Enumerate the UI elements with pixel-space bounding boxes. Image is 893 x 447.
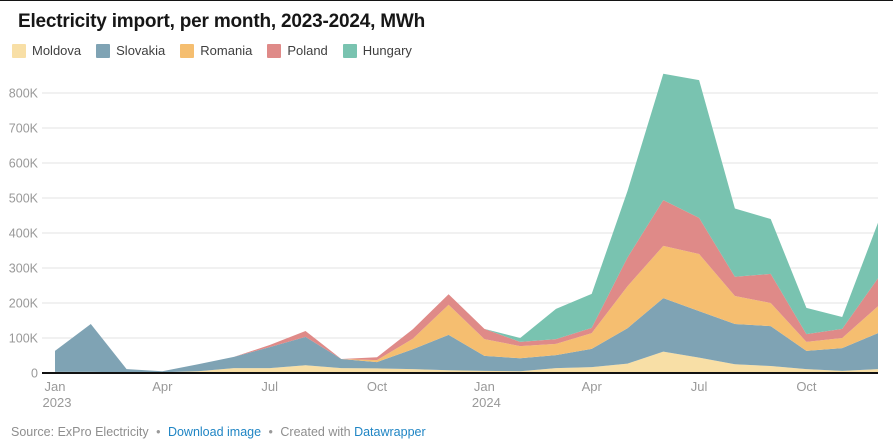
- area-moldova: [55, 351, 878, 373]
- x-tick-label: Oct: [796, 379, 817, 394]
- area-romania: [55, 245, 878, 372]
- download-image-link[interactable]: Download image: [167, 425, 262, 439]
- y-tick-label: 500K: [9, 192, 39, 206]
- y-tick-label: 100K: [9, 332, 39, 346]
- legend-label: Poland: [287, 43, 328, 58]
- source-label: Source:: [11, 425, 55, 439]
- legend: Moldova Slovakia Romania Poland Hungary: [12, 43, 893, 58]
- y-tick-label: 200K: [9, 297, 39, 311]
- separator-dot: •: [268, 425, 273, 439]
- source-name: ExPro Electricity: [57, 425, 149, 439]
- footer: Source: ExPro Electricity • Download ima…: [11, 425, 426, 439]
- legend-label: Moldova: [32, 43, 82, 58]
- legend-item-moldova: Moldova: [12, 43, 81, 58]
- legend-swatch-icon: [180, 43, 195, 58]
- x-tick-label: Apr: [582, 379, 603, 394]
- created-with-label: Created with: [280, 425, 351, 439]
- x-tick-label: Jul: [261, 379, 278, 394]
- legend-swatch-icon: [96, 43, 111, 58]
- x-tick-label: Jul: [691, 379, 708, 394]
- legend-label: Hungary: [362, 43, 412, 58]
- legend-item-poland: Poland: [267, 43, 328, 58]
- y-tick-label: 400K: [9, 227, 39, 241]
- page-title: Electricity import, per month, 2023-2024…: [18, 11, 425, 32]
- y-tick-label: 300K: [9, 262, 39, 276]
- legend-swatch-icon: [12, 43, 26, 58]
- y-tick-label: 800K: [9, 87, 39, 101]
- chart-area: 0 100K 200K 300K 400K 500K 600K 700K 800K Jan 2023…: [0, 63, 893, 413]
- x-tick-label: Apr: [152, 379, 173, 394]
- x-tick-year-label: 2024: [472, 395, 501, 410]
- legend-item-romania: Romania: [180, 43, 252, 58]
- legend-item-hungary: Hungary: [342, 43, 412, 58]
- legend-swatch-icon: [267, 43, 282, 58]
- stacked-area-chart: 0100K200K300K400K500K600K700K800KJan2023…: [9, 73, 878, 410]
- x-tick-label: Jan: [474, 379, 495, 394]
- x-tick-label: Jan: [45, 379, 66, 394]
- x-tick-year-label: 2023: [43, 395, 72, 410]
- legend-swatch-icon: [342, 43, 357, 58]
- y-tick-label: 600K: [9, 157, 39, 171]
- legend-label: Romania: [200, 43, 253, 58]
- legend-label: Slovakia: [116, 43, 166, 58]
- area-poland: [55, 200, 878, 372]
- separator-dot: •: [156, 425, 161, 439]
- datawrapper-link[interactable]: Datawrapper: [354, 425, 426, 439]
- area-hungary: [55, 73, 878, 372]
- y-tick-label: 0: [31, 367, 38, 381]
- legend-item-slovakia: Slovakia: [96, 43, 165, 58]
- y-tick-label: 700K: [9, 122, 39, 136]
- x-tick-label: Oct: [367, 379, 388, 394]
- area-slovakia: [55, 298, 878, 373]
